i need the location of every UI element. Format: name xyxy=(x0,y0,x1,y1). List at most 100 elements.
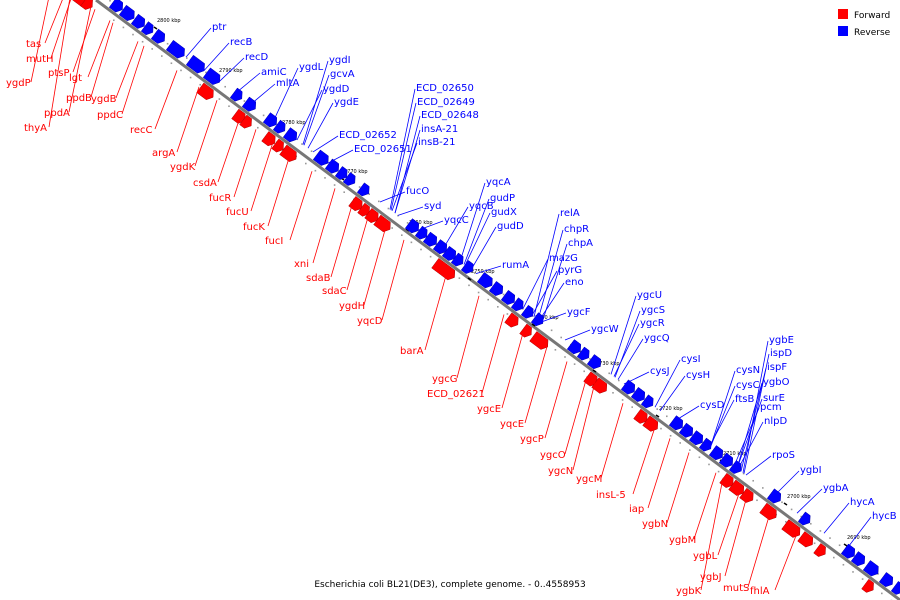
forward-gene-label: ygcP xyxy=(520,434,544,445)
reverse-leader-line xyxy=(533,213,560,317)
axis-dot xyxy=(205,71,207,74)
tick-label: 2780 kbp xyxy=(282,120,306,126)
reverse-gene-label: ygcR xyxy=(640,318,665,329)
forward-leader-line xyxy=(700,477,724,591)
reverse-gene-label: ygdD xyxy=(323,84,350,95)
axis-dot xyxy=(161,55,163,57)
reverse-gene-label: ECD_02652 xyxy=(339,130,397,141)
reverse-leader-line xyxy=(522,258,549,309)
forward-gene-label: ygbM xyxy=(669,535,696,546)
axis-dot xyxy=(752,479,754,482)
reverse-leader-line xyxy=(610,295,637,375)
axis-dot xyxy=(243,100,246,102)
tick-label: 2690 kbp xyxy=(847,535,871,541)
forward-gene-label: lgt xyxy=(69,73,82,84)
reverse-gene-label: syd xyxy=(424,201,441,212)
reverse-gene-label: mltA xyxy=(276,78,299,89)
forward-gene-label: ygcM xyxy=(576,474,602,485)
reverse-gene-block xyxy=(668,415,684,431)
forward-leader-line xyxy=(632,427,656,495)
forward-gene-label: sdaB xyxy=(306,273,331,284)
forward-gene-label: ygdK xyxy=(170,162,196,173)
reverse-leader-line xyxy=(379,191,406,203)
axis-dot xyxy=(842,563,845,566)
axis-dot xyxy=(506,313,509,315)
reverse-gene-block xyxy=(586,354,602,370)
axis-dot xyxy=(829,537,831,539)
forward-leader-line xyxy=(68,6,92,113)
forward-gene-label: ygdB xyxy=(91,94,117,105)
axis-dot xyxy=(660,427,662,430)
tick-label: 2750 kbp xyxy=(471,269,495,275)
reverse-gene-label: fucO xyxy=(406,186,429,197)
axis-dot xyxy=(790,508,793,511)
forward-gene-block xyxy=(781,519,801,538)
axis-dot xyxy=(564,356,566,358)
reverse-gene-label: gudX xyxy=(491,207,517,218)
reverse-leader-line xyxy=(391,142,418,212)
reverse-leader-line xyxy=(623,371,650,385)
reverse-gene-label: cysC xyxy=(736,380,760,391)
forward-leader-line xyxy=(381,239,405,321)
reverse-leader-line xyxy=(736,382,763,469)
forward-leader-line xyxy=(330,201,354,278)
forward-leader-line xyxy=(524,346,548,424)
reverse-leader-line xyxy=(234,72,261,95)
axis-dot xyxy=(838,544,841,547)
reverse-gene-block xyxy=(500,289,516,305)
forward-gene-block xyxy=(279,144,297,162)
axis-dot xyxy=(583,370,585,373)
forward-gene-block xyxy=(519,323,532,338)
reverse-gene-label: ECD_02649 xyxy=(417,97,475,108)
reverse-gene-block xyxy=(404,218,420,234)
reverse-gene-block xyxy=(185,54,205,74)
reverse-gene-label: cysH xyxy=(686,370,710,381)
axis-dot xyxy=(631,406,633,408)
reverse-gene-label: insB-21 xyxy=(418,137,456,148)
forward-gene-block xyxy=(271,138,284,153)
reverse-leader-line xyxy=(389,88,416,210)
axis-dot xyxy=(420,248,422,251)
reverse-leader-line xyxy=(613,323,640,377)
legend-reverse-label: Reverse xyxy=(854,28,891,38)
axis-dot xyxy=(589,358,591,360)
reverse-leader-line xyxy=(307,102,334,149)
forward-gene-label: xni xyxy=(294,259,309,270)
forward-gene-block xyxy=(261,131,276,147)
forward-leader-line xyxy=(289,171,313,241)
forward-leader-line xyxy=(217,117,241,183)
forward-leader-line xyxy=(564,376,588,455)
reverse-leader-line xyxy=(417,220,444,231)
forward-leader-line xyxy=(44,0,63,44)
reverse-gene-block xyxy=(620,379,636,395)
axis-dot xyxy=(218,98,221,100)
axis-dot xyxy=(324,177,326,179)
reverse-gene-block xyxy=(312,149,329,166)
reverse-gene-block xyxy=(130,13,146,29)
axis-dot xyxy=(166,42,169,45)
reverse-gene-label: mazG xyxy=(549,253,578,264)
forward-gene-block xyxy=(591,377,608,394)
tick-label: 2770 kbp xyxy=(344,169,368,175)
reverse-leader-line xyxy=(390,102,417,211)
legend-reverse-swatch xyxy=(838,26,848,36)
reverse-leader-line xyxy=(538,282,565,321)
axis-dot xyxy=(881,592,883,595)
axis-dot xyxy=(608,372,610,375)
reverse-leader-line xyxy=(185,27,212,58)
forward-gene-label: fhlA xyxy=(750,586,770,597)
reverse-leader-line xyxy=(442,206,469,250)
reverse-gene-label: ygdE xyxy=(334,97,359,108)
axis-dot xyxy=(132,33,134,36)
reverse-gene-block xyxy=(441,245,457,261)
gene-features xyxy=(72,0,900,595)
forward-leader-line xyxy=(724,495,748,577)
axis-dot xyxy=(852,571,854,573)
reverse-gene-block xyxy=(476,272,493,289)
axis-dot xyxy=(679,442,681,444)
axis-dot xyxy=(810,522,812,525)
forward-leader-line xyxy=(424,271,448,351)
reverse-gene-label: ygcU xyxy=(637,290,662,301)
axis-dot xyxy=(122,26,125,29)
forward-leader-line xyxy=(572,382,596,471)
